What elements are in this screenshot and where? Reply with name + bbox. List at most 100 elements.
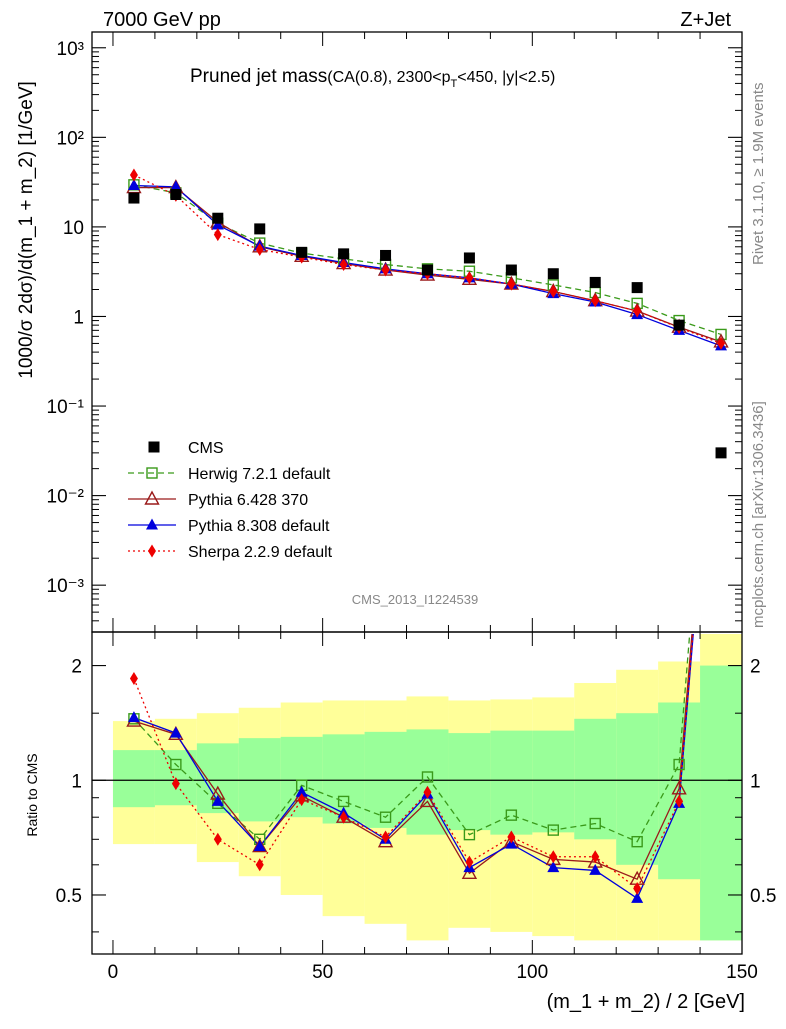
point-cms [463, 252, 475, 264]
y-axis-title-main: 1000/σ 2dσ)/d(m_1 + m_2) [1/GeV] [16, 81, 37, 379]
ratio-y-tick-label: 0.5 [56, 886, 82, 907]
ratio-point-sherpa-2-2-9-default [255, 858, 264, 872]
x-tick-label: 150 [726, 962, 758, 983]
uncertainty-band-inner [490, 730, 533, 835]
point-cms [380, 249, 392, 261]
point-cms [338, 248, 350, 260]
uncertainty-band-inner [658, 702, 701, 880]
ratio-point-herwig-7-2-1-default [673, 758, 685, 771]
ratio-y-tick-label: 1 [71, 771, 82, 792]
y-tick-label: 10³ [57, 39, 84, 60]
legend-label: CMS [188, 440, 224, 457]
ratio-point-sherpa-2-2-9-default [633, 881, 642, 895]
ratio-point-sherpa-2-2-9-default [129, 671, 138, 685]
point-sherpa-2-2-9-default [549, 285, 558, 299]
point-cms [170, 189, 182, 201]
point-cms [505, 264, 517, 276]
y-tick-label: 1 [73, 307, 84, 328]
ratio-point-sherpa-2-2-9-default [549, 850, 558, 864]
legend-label: Herwig 7.2.1 default [188, 466, 331, 483]
ratio-point-sherpa-2-2-9-default [591, 850, 600, 864]
ratio-point-herwig-7-2-1-default [379, 811, 392, 823]
mcplots-label: mcplots.cern.ch [arXiv:1306.3436] [750, 401, 767, 628]
ratio-point-pythia-8-308-default [631, 891, 644, 903]
legend-marker [144, 490, 160, 505]
plot-title-cuts-end: <450, |y|<2.5) [457, 69, 555, 86]
ratio-line-herwig-7-2-1-default [133, 634, 691, 843]
y-axis-title-ratio: Ratio to CMS [24, 753, 40, 836]
legend-marker [148, 544, 156, 558]
ratio-line-pythia-6-428-370 [133, 634, 693, 881]
process-label: Z+Jet [680, 9, 731, 31]
ratio-point-herwig-7-2-1-default [463, 828, 476, 841]
plot-title-main: Pruned jet mass [190, 66, 327, 87]
legend-label: Sherpa 2.2.9 default [188, 544, 333, 561]
ratio-point-sherpa-2-2-9-default [171, 777, 180, 791]
point-cms [128, 192, 140, 204]
ratio-y-tick-label-right: 0.5 [750, 886, 776, 907]
point-sherpa-2-2-9-default [633, 304, 642, 318]
ratio-point-herwig-7-2-1-default [505, 809, 518, 821]
ratio-point-sherpa-2-2-9-default [507, 830, 516, 844]
y-tick-label: 10 [63, 218, 84, 239]
ratio-point-pythia-8-308-default [253, 840, 266, 852]
ratio-point-sherpa-2-2-9-default [423, 785, 432, 799]
ratio-point-sherpa-2-2-9-default [465, 855, 474, 869]
x-axis-title: (m_1 + m_2) / 2 [GeV] [547, 991, 745, 1013]
legend-marker [146, 467, 158, 479]
point-cms [589, 276, 601, 288]
ratio-point-pythia-6-428-370 [419, 792, 436, 808]
point-sherpa-2-2-9-default [213, 228, 222, 242]
point-cms [547, 268, 559, 280]
point-sherpa-2-2-9-default [255, 242, 264, 256]
point-cms [212, 212, 224, 224]
ratio-point-pythia-6-428-370 [671, 780, 687, 795]
uncertainty-band-inner [532, 730, 575, 833]
y-tick-label: 10⁻² [47, 487, 85, 508]
uncertainty-band-inner [700, 665, 742, 941]
ratio-point-pythia-8-308-default [169, 726, 182, 738]
energy-label: 7000 GeV pp [103, 9, 221, 31]
y-tick-label: 10² [57, 128, 84, 149]
ratio-point-pythia-8-308-default [295, 785, 308, 797]
point-pythia-8-308-default [211, 218, 224, 230]
ratio-point-pythia-8-308-default [589, 863, 602, 875]
ratio-point-sherpa-2-2-9-default [339, 810, 348, 824]
legend-marker [148, 441, 160, 453]
point-sherpa-2-2-9-default [339, 258, 348, 272]
point-cms [631, 282, 643, 294]
x-tick-label: 50 [312, 962, 333, 983]
uncertainty-band-inner [574, 718, 617, 840]
point-cms [421, 264, 433, 276]
uncertainty-band-inner [448, 733, 491, 831]
ratio-y-tick-label: 2 [71, 657, 82, 678]
ratio-point-herwig-7-2-1-default [337, 795, 350, 808]
point-sherpa-2-2-9-default [717, 336, 726, 350]
uncertainty-band-inner [112, 750, 155, 808]
ratio-plot-panel: 0 50 100 150 0.5 0.5 1 1 2 2 [56, 631, 776, 983]
ratio-y-tick-label-right: 2 [750, 657, 761, 678]
point-sherpa-2-2-9-default [507, 277, 516, 291]
x-tick-label: 100 [516, 962, 548, 983]
ratio-point-pythia-6-428-370 [252, 838, 268, 853]
plot-title-subscript: T [450, 78, 457, 90]
plot-title-cuts: (CA(0.8), 2300<p [327, 69, 450, 86]
ratio-point-pythia-8-308-default [127, 711, 140, 723]
legend-marker [146, 518, 158, 530]
ratio-point-herwig-7-2-1-default [170, 758, 182, 771]
ratio-point-sherpa-2-2-9-default [381, 830, 390, 844]
y-tick-label: 10⁻¹ [47, 397, 85, 418]
ratio-point-sherpa-2-2-9-default [297, 793, 306, 807]
ratio-point-sherpa-2-2-9-default [213, 832, 222, 846]
point-sherpa-2-2-9-default [591, 294, 600, 308]
ratio-line-sherpa-2-2-9-default [133, 634, 694, 890]
ratio-point-pythia-8-308-default [547, 861, 560, 873]
main-plot-area [126, 168, 729, 459]
point-pythia-8-308-default [127, 178, 140, 190]
ratio-point-herwig-7-2-1-default [421, 771, 434, 783]
rivet-version-label: Rivet 3.1.10, ≥ 1.9M events [750, 83, 767, 266]
legend-label: Pythia 6.428 370 [188, 492, 308, 509]
ratio-point-herwig-7-2-1-default [547, 824, 559, 836]
main-plot-frame [91, 31, 743, 633]
